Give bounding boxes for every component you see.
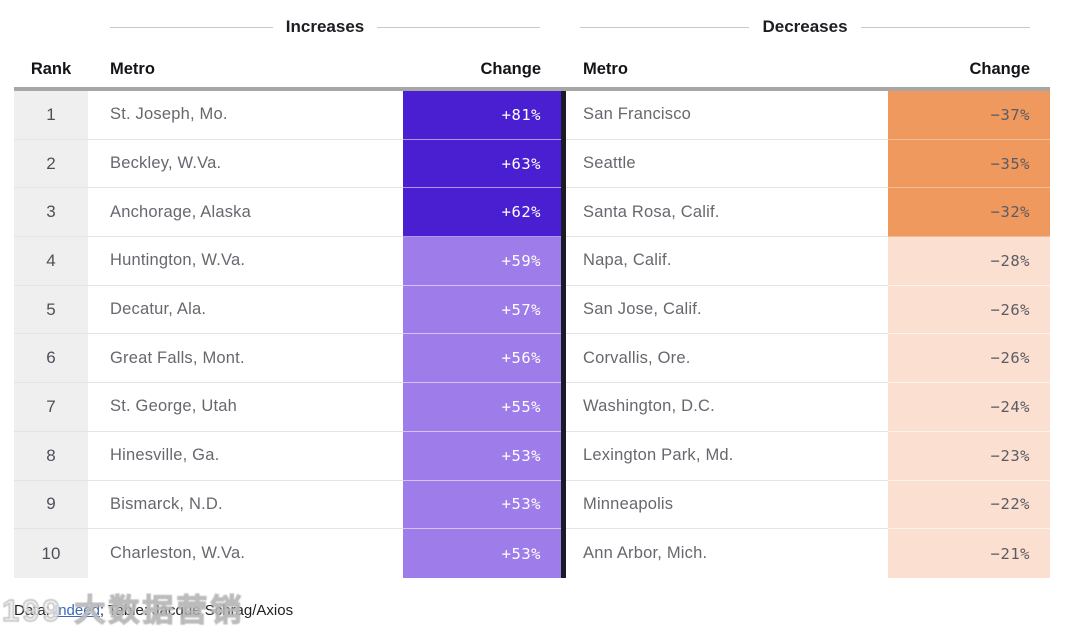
- table-row: 3 Anchorage, Alaska +62% Santa Rosa, Cal…: [14, 188, 1050, 238]
- rank-cell: 9: [14, 480, 88, 530]
- decrease-metro-cell: Seattle: [566, 140, 888, 189]
- rank-cell: 1: [14, 91, 88, 140]
- column-header-metro-decreases: Metro: [583, 60, 628, 78]
- column-header-metro-increases: Metro: [110, 60, 155, 78]
- caption-prefix: Data:: [14, 602, 55, 619]
- rank-cell: 6: [14, 334, 88, 384]
- decrease-change-cell: −35%: [888, 139, 1050, 189]
- divider-line: [860, 26, 1031, 28]
- decrease-metro-cell: Corvallis, Ore.: [566, 334, 888, 384]
- divider-line: [110, 26, 273, 28]
- decrease-change-cell: −26%: [888, 334, 1050, 384]
- table-row: 9 Bismarck, N.D. +53% Minneapolis −22%: [14, 480, 1050, 530]
- column-divider: [561, 334, 566, 384]
- column-divider: [561, 480, 566, 530]
- decrease-change-cell: −28%: [888, 237, 1050, 286]
- divider-line: [377, 26, 541, 28]
- caption-suffix: ; Table: Jacque Schrag/Axios: [99, 602, 294, 619]
- increase-change-cell: +53%: [403, 431, 561, 481]
- table-row: 10 Charleston, W.Va. +53% Ann Arbor, Mic…: [14, 529, 1050, 578]
- rank-cell: 10: [14, 529, 88, 578]
- rank-cell: 8: [14, 431, 88, 481]
- table-body: 1 St. Joseph, Mo. +81% San Francisco −37…: [14, 91, 1050, 578]
- decrease-metro-cell: San Francisco: [566, 91, 888, 140]
- header-separator-bar: [14, 87, 1050, 91]
- column-divider: [561, 431, 566, 481]
- section-title-label: Decreases: [762, 17, 848, 36]
- decrease-metro-cell: San Jose, Calif.: [566, 286, 888, 335]
- increase-metro-cell: Anchorage, Alaska: [88, 188, 403, 238]
- rank-cell: 2: [14, 139, 88, 189]
- increase-metro-cell: Huntington, W.Va.: [88, 237, 403, 286]
- increase-change-cell: +63%: [403, 139, 561, 189]
- decrease-change-cell: −22%: [888, 480, 1050, 530]
- increase-change-cell: +81%: [403, 91, 561, 140]
- rank-cell: 3: [14, 188, 88, 238]
- decrease-metro-cell: Lexington Park, Md.: [566, 432, 888, 481]
- decrease-change-cell: −21%: [888, 529, 1050, 578]
- column-divider: [561, 139, 566, 189]
- increase-metro-cell: Great Falls, Mont.: [88, 334, 403, 384]
- increase-change-cell: +57%: [403, 285, 561, 335]
- source-caption: Data: Indeed; Table: Jacque Schrag/Axios: [14, 602, 293, 619]
- table-row: 6 Great Falls, Mont. +56% Corvallis, Ore…: [14, 334, 1050, 384]
- column-divider: [561, 285, 566, 335]
- increase-change-cell: +55%: [403, 383, 561, 432]
- decrease-change-cell: −23%: [888, 431, 1050, 481]
- increase-change-cell: +56%: [403, 334, 561, 384]
- table-row: 7 St. George, Utah +55% Washington, D.C.…: [14, 383, 1050, 432]
- decrease-change-cell: −26%: [888, 285, 1050, 335]
- increase-metro-cell: Beckley, W.Va.: [88, 140, 403, 189]
- decrease-change-cell: −37%: [888, 91, 1050, 140]
- increase-change-cell: +53%: [403, 529, 561, 578]
- column-divider: [561, 91, 566, 140]
- table-row: 4 Huntington, W.Va. +59% Napa, Calif. −2…: [14, 237, 1050, 286]
- source-link[interactable]: Indeed: [54, 602, 100, 619]
- increase-metro-cell: St. Joseph, Mo.: [88, 91, 403, 140]
- rank-cell: 7: [14, 383, 88, 432]
- increase-metro-cell: Decatur, Ala.: [88, 286, 403, 335]
- column-header-change-decreases: Change: [969, 60, 1030, 78]
- column-header-rank: Rank: [30, 60, 72, 78]
- column-divider: [561, 529, 566, 578]
- decrease-metro-cell: Santa Rosa, Calif.: [566, 188, 888, 238]
- section-title-decreases: Decreases: [580, 16, 1031, 38]
- decrease-metro-cell: Ann Arbor, Mich.: [583, 544, 708, 563]
- section-title-label: Increases: [285, 17, 365, 36]
- rank-cell: 5: [14, 285, 88, 335]
- column-divider: [561, 383, 566, 432]
- decrease-metro-cell: Napa, Calif.: [566, 237, 888, 286]
- decrease-metro-cell: Minneapolis: [566, 481, 888, 530]
- table-row: 5 Decatur, Ala. +57% San Jose, Calif. −2…: [14, 285, 1050, 335]
- increase-metro-cell: Hinesville, Ga.: [88, 432, 403, 481]
- table-row: 1 St. Joseph, Mo. +81% San Francisco −37…: [14, 91, 1050, 140]
- increase-metro-cell: St. George, Utah: [88, 383, 403, 432]
- increase-metro-cell: Charleston, W.Va.: [110, 544, 246, 563]
- section-title-increases: Increases: [110, 16, 541, 38]
- table-row: 2 Beckley, W.Va. +63% Seattle −35%: [14, 139, 1050, 189]
- decrease-change-cell: −24%: [888, 383, 1050, 432]
- increase-change-cell: +62%: [403, 188, 561, 238]
- decrease-metro-cell: Washington, D.C.: [566, 383, 888, 432]
- table-row: 8 Hinesville, Ga. +53% Lexington Park, M…: [14, 431, 1050, 481]
- divider-line: [580, 26, 750, 28]
- column-divider: [561, 237, 566, 286]
- increase-change-cell: +59%: [403, 237, 561, 286]
- increase-change-cell: +53%: [403, 480, 561, 530]
- decrease-change-cell: −32%: [888, 188, 1050, 238]
- increase-metro-cell: Bismarck, N.D.: [88, 481, 403, 530]
- column-divider: [561, 188, 566, 238]
- column-header-change-increases: Change: [480, 60, 541, 78]
- rank-cell: 4: [14, 237, 88, 286]
